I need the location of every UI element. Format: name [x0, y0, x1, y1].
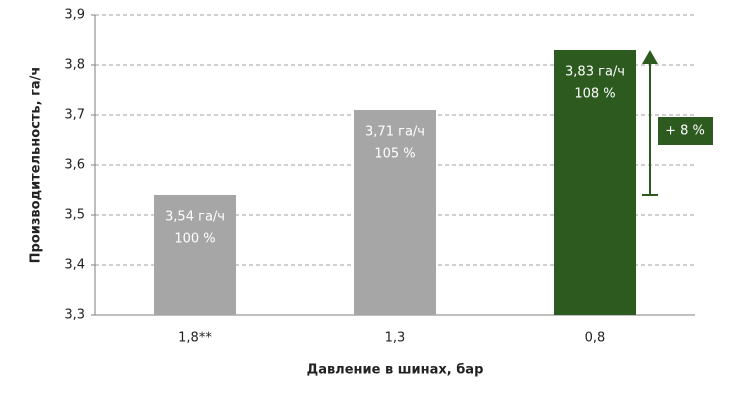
relative-label: 108 %	[574, 87, 615, 102]
value-label: 3,71 га/ч	[365, 125, 425, 140]
x-axis-label: Давление в шинах, бар	[307, 363, 484, 378]
relative-label: 105 %	[374, 147, 415, 162]
x-tick-label: 0,8	[585, 331, 606, 346]
y-tick-label: 3,9	[64, 8, 85, 23]
annotation-box	[658, 117, 713, 145]
y-axis-label: Производительность, га/ч	[29, 67, 44, 264]
bar	[154, 195, 236, 315]
bar	[354, 110, 436, 315]
value-label: 3,83 га/ч	[565, 65, 625, 80]
y-tick-label: 3,5	[64, 208, 85, 223]
y-tick-label: 3,6	[64, 158, 85, 173]
value-label: 3,54 га/ч	[165, 210, 225, 225]
relative-label: 100 %	[174, 232, 215, 247]
x-tick-label: 1,3	[385, 331, 406, 346]
x-tick-label: 1,8**	[178, 331, 212, 346]
y-tick-label: 3,4	[64, 258, 85, 273]
annotation: + 8 %	[665, 124, 705, 139]
y-tick-label: 3,3	[64, 308, 85, 323]
bar	[554, 50, 636, 315]
arrow-head	[642, 50, 658, 64]
y-tick-label: 3,8	[64, 58, 85, 73]
y-tick-label: 3,7	[64, 108, 85, 123]
